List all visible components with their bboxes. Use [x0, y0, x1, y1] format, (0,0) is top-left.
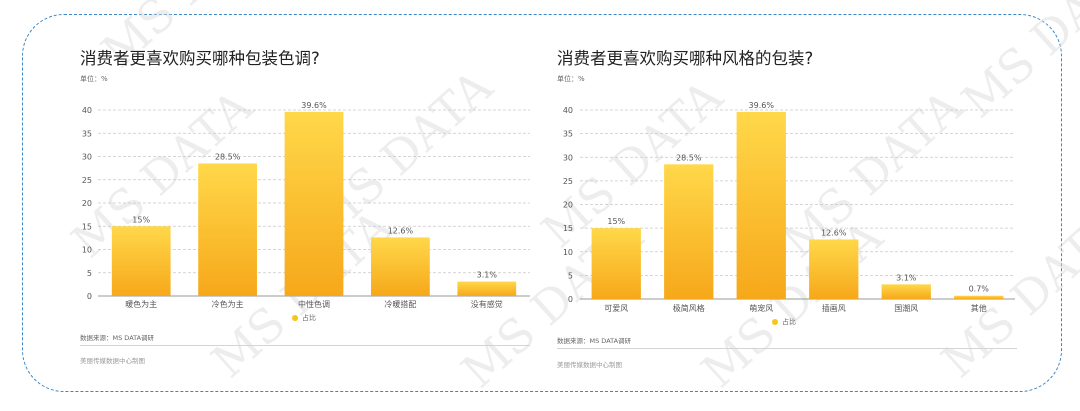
divider — [80, 345, 530, 346]
category-label: 其他 — [971, 303, 987, 313]
category-label: 中性色调 — [298, 299, 330, 309]
y-tick-label: 25 — [82, 176, 92, 185]
y-tick-label: 40 — [563, 106, 573, 115]
bar — [284, 111, 344, 296]
legend-label: 占比 — [782, 318, 796, 326]
legend-label: 占比 — [302, 314, 316, 322]
divider — [557, 348, 1017, 349]
category-label: 暖色为主 — [125, 299, 157, 309]
y-tick-label: 30 — [563, 153, 573, 162]
y-tick-label: 25 — [563, 177, 573, 186]
y-tick-label: 10 — [82, 246, 92, 255]
dashed-frame — [22, 14, 1062, 392]
value-label: 3.1% — [896, 273, 917, 282]
bar — [736, 111, 786, 299]
bar — [371, 237, 430, 296]
y-tick-label: 40 — [82, 106, 92, 115]
source-note: 数据来源：MS DATA调研 — [557, 337, 632, 345]
chart-title: 消费者更喜欢购买哪种包装色调? — [80, 49, 320, 68]
bar — [881, 284, 931, 299]
category-label: 萌宠风 — [749, 303, 773, 313]
value-label: 12.6% — [821, 228, 847, 237]
y-tick-label: 15 — [82, 222, 92, 231]
chart-panel-style: 消费者更喜欢购买哪种风格的包装? 单位：% 0 5 10 15 20 25 30 35 40 15… — [540, 0, 1080, 411]
category-label: 插画风 — [822, 303, 846, 313]
credit-note: 美丽传媒数据中心制图 — [557, 361, 622, 369]
value-label: 15% — [607, 217, 625, 226]
category-label: 国潮风 — [894, 303, 918, 313]
bar — [809, 239, 859, 299]
chart-panel-color-tone: 消费者更喜欢购买哪种包装色调? 单位：% 0 5 10 15 20 25 30 35 40 15%… — [80, 49, 530, 365]
bar — [954, 295, 1004, 299]
y-tick-label: 0 — [568, 295, 573, 304]
unit-label: 单位：% — [80, 75, 108, 83]
value-label: 12.6% — [388, 226, 414, 235]
bar — [111, 226, 171, 296]
credit-note: 美丽传媒数据中心制图 — [80, 357, 145, 365]
y-tick-label: 5 — [87, 269, 92, 278]
y-tick-label: 35 — [82, 129, 92, 138]
y-tick-label: 35 — [563, 130, 573, 139]
y-tick-label: 0 — [87, 292, 92, 301]
category-label: 冷暖搭配 — [384, 299, 416, 309]
source-note: 数据来源：MS DATA调研 — [80, 334, 155, 342]
bar-chart-color-tone: 0 5 10 15 20 25 30 35 40 15% 暖色为主 28.5% 冷色为主 39.6% 中性色… — [82, 101, 530, 309]
unit-label: 单位：% — [557, 75, 585, 83]
legend: 占比 — [772, 317, 796, 327]
y-tick-label: 20 — [82, 199, 92, 208]
legend-dot — [772, 319, 778, 325]
bar — [591, 228, 641, 299]
value-label: 15% — [132, 215, 150, 224]
value-label: 28.5% — [215, 152, 241, 161]
y-tick-label: 30 — [82, 153, 92, 162]
value-label: 39.6% — [749, 101, 775, 110]
y-tick-label: 10 — [563, 248, 573, 257]
value-label: 39.6% — [301, 101, 327, 110]
bar — [198, 163, 257, 296]
value-label: 28.5% — [676, 153, 702, 162]
y-tick-label: 15 — [563, 224, 573, 233]
value-label: 3.1% — [477, 271, 498, 280]
legend: 占比 — [292, 313, 316, 323]
y-tick-label: 20 — [563, 201, 573, 210]
category-label: 冷色为主 — [212, 299, 244, 309]
value-label: 0.7% — [969, 285, 990, 294]
bar — [457, 281, 517, 296]
y-tick-label: 5 — [568, 271, 573, 280]
bar — [664, 164, 714, 299]
bar-chart-style: 0 5 10 15 20 25 30 35 40 15% 可爱风 28.5% 极简风格 39.6% 萌宠风 1… — [563, 101, 1015, 313]
category-label: 没有感觉 — [471, 299, 503, 309]
legend-dot — [292, 315, 298, 321]
chart-title: 消费者更喜欢购买哪种风格的包装? — [557, 49, 814, 68]
category-label: 可爱风 — [604, 304, 628, 313]
category-label: 极简风格 — [673, 303, 705, 313]
